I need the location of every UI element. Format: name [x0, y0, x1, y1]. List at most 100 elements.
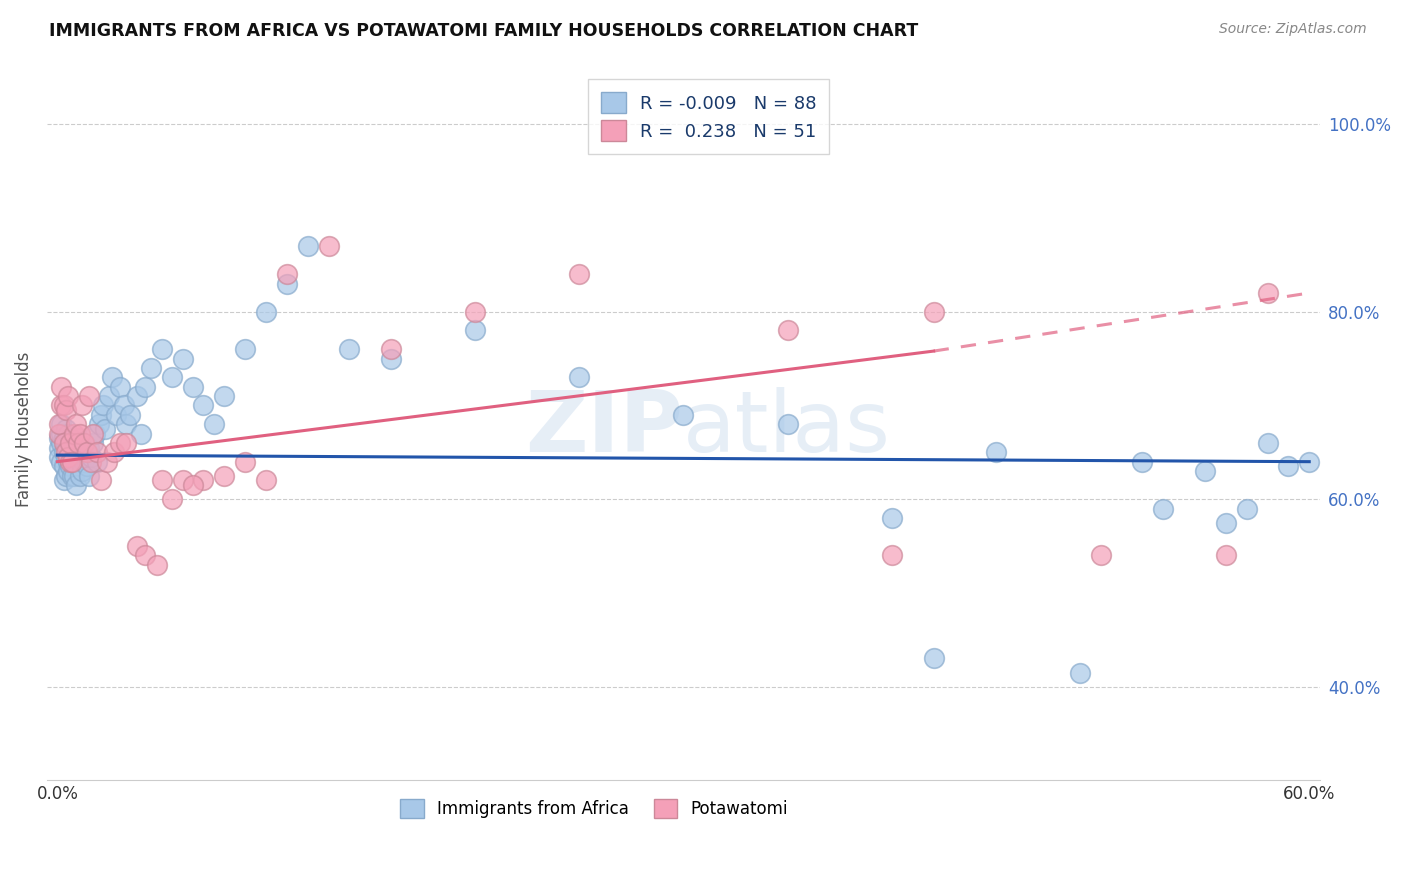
- Point: [202, 417, 225, 432]
- Point: [72, 445, 94, 459]
- Point: [48, 450, 70, 464]
- Point: [150, 474, 173, 488]
- Point: [134, 549, 156, 563]
- Point: [82, 426, 104, 441]
- Point: [48, 426, 70, 441]
- Point: [86, 445, 108, 459]
- Point: [112, 399, 135, 413]
- Point: [922, 651, 945, 665]
- Point: [150, 342, 173, 356]
- Point: [103, 445, 125, 459]
- Point: [82, 436, 104, 450]
- Point: [67, 436, 90, 450]
- Point: [52, 459, 75, 474]
- Point: [91, 399, 114, 413]
- Point: [48, 441, 70, 455]
- Point: [115, 417, 138, 432]
- Point: [48, 417, 70, 432]
- Point: [51, 455, 73, 469]
- Point: [72, 399, 94, 413]
- Point: [1215, 516, 1237, 530]
- Point: [80, 455, 103, 469]
- Point: [86, 455, 108, 469]
- Point: [1069, 665, 1091, 680]
- Point: [56, 450, 79, 464]
- Point: [568, 370, 591, 384]
- Point: [181, 380, 204, 394]
- Point: [339, 342, 361, 356]
- Point: [276, 277, 298, 291]
- Point: [52, 399, 75, 413]
- Point: [776, 323, 799, 337]
- Point: [77, 441, 100, 455]
- Point: [880, 549, 903, 563]
- Point: [98, 389, 121, 403]
- Point: [59, 436, 82, 450]
- Legend: Immigrants from Africa, Potawatomi: Immigrants from Africa, Potawatomi: [394, 792, 794, 825]
- Point: [129, 426, 152, 441]
- Point: [60, 436, 83, 450]
- Point: [55, 403, 77, 417]
- Point: [672, 408, 695, 422]
- Point: [87, 417, 110, 432]
- Point: [193, 474, 215, 488]
- Point: [254, 474, 277, 488]
- Text: ZIP: ZIP: [526, 387, 683, 470]
- Point: [1152, 501, 1174, 516]
- Point: [55, 422, 77, 436]
- Point: [51, 426, 73, 441]
- Point: [56, 426, 79, 441]
- Point: [80, 450, 103, 464]
- Point: [108, 436, 131, 450]
- Point: [922, 304, 945, 318]
- Point: [65, 445, 87, 459]
- Point: [96, 455, 118, 469]
- Point: [52, 431, 75, 445]
- Point: [52, 474, 75, 488]
- Point: [60, 450, 83, 464]
- Point: [90, 474, 112, 488]
- Point: [69, 455, 91, 469]
- Point: [160, 492, 183, 507]
- Point: [56, 441, 79, 455]
- Point: [1256, 436, 1278, 450]
- Text: IMMIGRANTS FROM AFRICA VS POTAWATOMI FAMILY HOUSEHOLDS CORRELATION CHART: IMMIGRANTS FROM AFRICA VS POTAWATOMI FAM…: [49, 22, 918, 40]
- Point: [48, 431, 70, 445]
- Point: [134, 380, 156, 394]
- Point: [65, 417, 87, 432]
- Point: [52, 436, 75, 450]
- Text: atlas: atlas: [683, 387, 891, 470]
- Text: Source: ZipAtlas.com: Source: ZipAtlas.com: [1219, 22, 1367, 37]
- Point: [67, 450, 90, 464]
- Point: [56, 389, 79, 403]
- Point: [318, 239, 340, 253]
- Point: [464, 304, 486, 318]
- Point: [77, 468, 100, 483]
- Point: [172, 474, 194, 488]
- Point: [1130, 455, 1153, 469]
- Point: [55, 468, 77, 483]
- Point: [55, 436, 77, 450]
- Point: [1090, 549, 1112, 563]
- Point: [104, 408, 127, 422]
- Point: [212, 389, 235, 403]
- Point: [380, 342, 402, 356]
- Point: [986, 445, 1008, 459]
- Point: [77, 389, 100, 403]
- Point: [51, 380, 73, 394]
- Point: [380, 351, 402, 366]
- Point: [115, 436, 138, 450]
- Point: [94, 422, 117, 436]
- Point: [73, 455, 96, 469]
- Point: [69, 426, 91, 441]
- Y-axis label: Family Households: Family Households: [15, 351, 32, 507]
- Point: [212, 468, 235, 483]
- Point: [63, 468, 86, 483]
- Point: [63, 436, 86, 450]
- Point: [254, 304, 277, 318]
- Point: [233, 342, 256, 356]
- Point: [120, 408, 142, 422]
- Point: [160, 370, 183, 384]
- Point: [776, 417, 799, 432]
- Point: [72, 464, 94, 478]
